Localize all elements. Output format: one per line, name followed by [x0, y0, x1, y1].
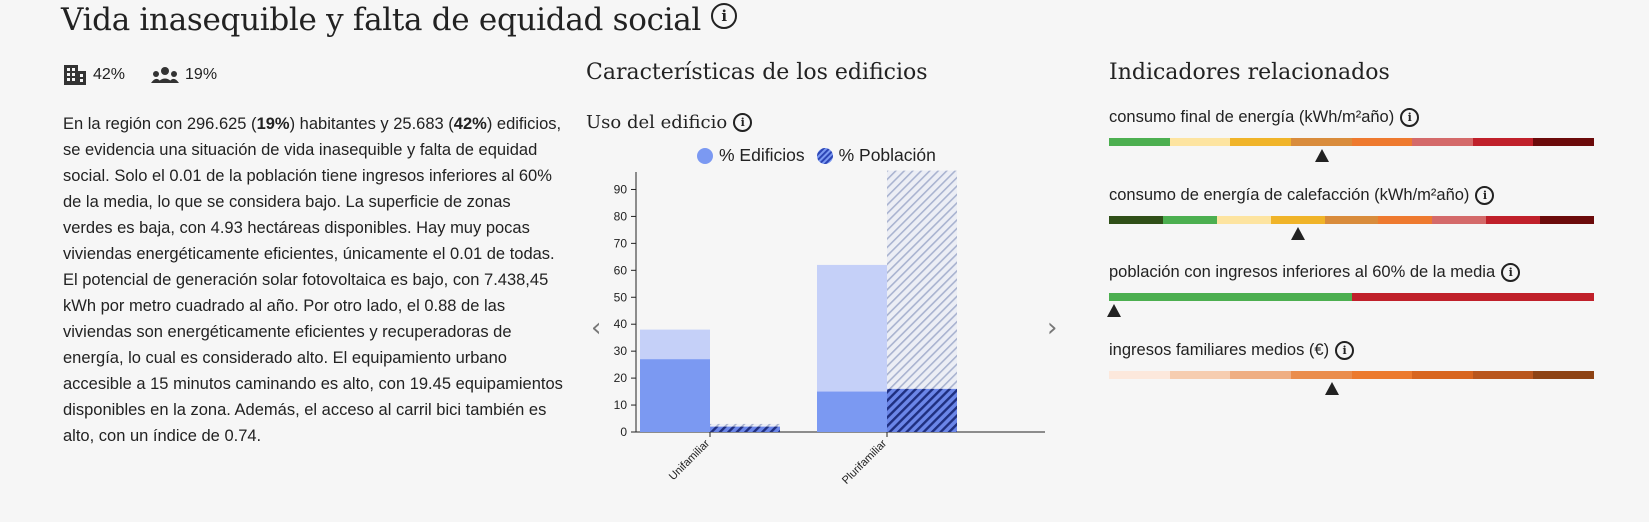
- y-tick-label: 0: [620, 425, 627, 439]
- indicator-label-text: consumo final de energía (kWh/m²año): [1109, 108, 1395, 126]
- indicator-scale-bar: [1109, 216, 1595, 224]
- scale-segment: [1109, 293, 1352, 301]
- scale-segment: [1472, 371, 1534, 379]
- scale-segment: [1351, 138, 1413, 146]
- building-use-label: Uso del edificio: [586, 112, 728, 133]
- scale-segment: [1109, 371, 1170, 379]
- population-pct: 19%: [185, 66, 218, 83]
- bar-poblacion-total: [887, 170, 957, 432]
- indicator-label: consumo de energía de calefacción (kWh/m…: [1109, 186, 1495, 205]
- y-tick-label: 80: [614, 209, 628, 223]
- indicator-label-text: ingresos familiares medios (€): [1109, 341, 1330, 359]
- y-tick-label: 50: [614, 290, 628, 304]
- scale-segment: [1412, 371, 1473, 379]
- indicator-label: ingresos familiares medios (€) i: [1109, 341, 1355, 360]
- description-bold: 19%: [256, 115, 290, 133]
- scale-segment: [1351, 371, 1413, 379]
- scale-segment: [1162, 216, 1217, 224]
- stats-row: 42% 19%: [63, 64, 243, 86]
- bar-poblacion-highlight: [710, 426, 780, 432]
- building-icon: [64, 65, 86, 85]
- chart-prev-button[interactable]: ‹: [591, 313, 602, 343]
- scale-segment: [1290, 138, 1352, 146]
- indicator-scale-bar: [1109, 138, 1594, 146]
- description-part: ) edificios, se evidencia una situación …: [63, 115, 563, 445]
- buildings-pct: 42%: [93, 66, 126, 83]
- description-bold: 42%: [453, 115, 487, 133]
- building-use-chart: 0 10 20 30 40 50 60 70 80 90 Unifamiliar Plurifamil…: [614, 170, 1045, 487]
- info-icon[interactable]: i: [1400, 108, 1420, 127]
- y-tick-label: 30: [614, 344, 628, 358]
- legend-poblacion-label[interactable]: % Población: [838, 145, 936, 165]
- indicator-label-text: consumo de energía de calefacción (kWh/m…: [1109, 186, 1470, 204]
- building-use-heading: Uso del edificio i: [586, 112, 753, 133]
- info-icon[interactable]: i: [1335, 341, 1355, 360]
- scale-segment: [1324, 216, 1379, 224]
- indicator-marker: [1291, 227, 1306, 240]
- indicator-scale-bar: [1109, 371, 1594, 379]
- info-icon[interactable]: i: [1475, 186, 1495, 205]
- description-part: En la región con 296.625 (: [63, 115, 257, 133]
- scale-segment: [1486, 216, 1541, 224]
- indicator-scale-bar: [1109, 293, 1594, 301]
- page-title-text: Vida inasequible y falta de equidad soci…: [61, 2, 702, 38]
- indicator-marker: [1106, 304, 1121, 317]
- page-title: Vida inasequible y falta de equidad soci…: [61, 2, 738, 38]
- scale-segment: [1533, 371, 1594, 379]
- scale-segment: [1290, 371, 1352, 379]
- bar-poblacion-highlight: [887, 388, 957, 432]
- scale-segment: [1351, 293, 1594, 301]
- scale-segment: [1378, 216, 1433, 224]
- chart-next-button[interactable]: ›: [1047, 313, 1058, 343]
- bar-edificios-highlight: [817, 391, 887, 432]
- buildings-heading: Características de los edificios: [586, 60, 928, 85]
- y-tick-label: 70: [614, 236, 628, 250]
- y-tick-label: 20: [614, 371, 628, 385]
- description-part: ) habitantes y 25.683 (: [289, 115, 454, 133]
- scale-segment: [1216, 216, 1271, 224]
- scale-segment: [1540, 216, 1595, 224]
- scale-segment: [1270, 216, 1325, 224]
- indicator-marker: [1315, 149, 1330, 162]
- info-icon[interactable]: i: [733, 113, 753, 132]
- y-tick-label: 40: [614, 317, 628, 331]
- buildings-stat: 42%: [63, 64, 125, 86]
- scale-segment: [1169, 138, 1231, 146]
- indicator-label: población con ingresos inferiores al 60%…: [1109, 263, 1521, 282]
- info-icon[interactable]: i: [1501, 263, 1521, 282]
- scale-segment: [1533, 138, 1594, 146]
- people-icon: [151, 67, 180, 83]
- description-text: En la región con 296.625 (19%) habitante…: [63, 111, 563, 449]
- legend-edificios-label[interactable]: % Edificios: [719, 145, 805, 165]
- indicators-heading: Indicadores relacionados: [1109, 60, 1390, 85]
- legend-edificios-swatch[interactable]: [697, 147, 713, 164]
- y-tick-label: 10: [614, 398, 628, 412]
- info-icon[interactable]: i: [711, 2, 738, 29]
- y-tick-label: 90: [614, 182, 628, 196]
- y-tick-label: 60: [614, 263, 628, 277]
- scale-segment: [1169, 371, 1231, 379]
- scale-segment: [1109, 216, 1163, 224]
- x-tick-label: Plurifamiliar: [840, 437, 889, 486]
- bar-edificios-highlight: [640, 359, 710, 432]
- x-tick-label: Unifamiliar: [667, 437, 712, 482]
- indicator-label: consumo final de energía (kWh/m²año) i: [1109, 108, 1420, 127]
- scale-segment: [1109, 138, 1170, 146]
- indicator-marker: [1325, 382, 1340, 395]
- chart-legend: % Edificios % Población: [697, 145, 948, 166]
- scale-segment: [1230, 138, 1291, 146]
- legend-poblacion-swatch[interactable]: [816, 147, 833, 164]
- indicator-label-text: población con ingresos inferiores al 60%…: [1109, 263, 1496, 281]
- scale-segment: [1432, 216, 1487, 224]
- scale-segment: [1412, 138, 1473, 146]
- scale-segment: [1230, 371, 1291, 379]
- scale-segment: [1472, 138, 1534, 146]
- population-stat: 19%: [151, 66, 217, 84]
